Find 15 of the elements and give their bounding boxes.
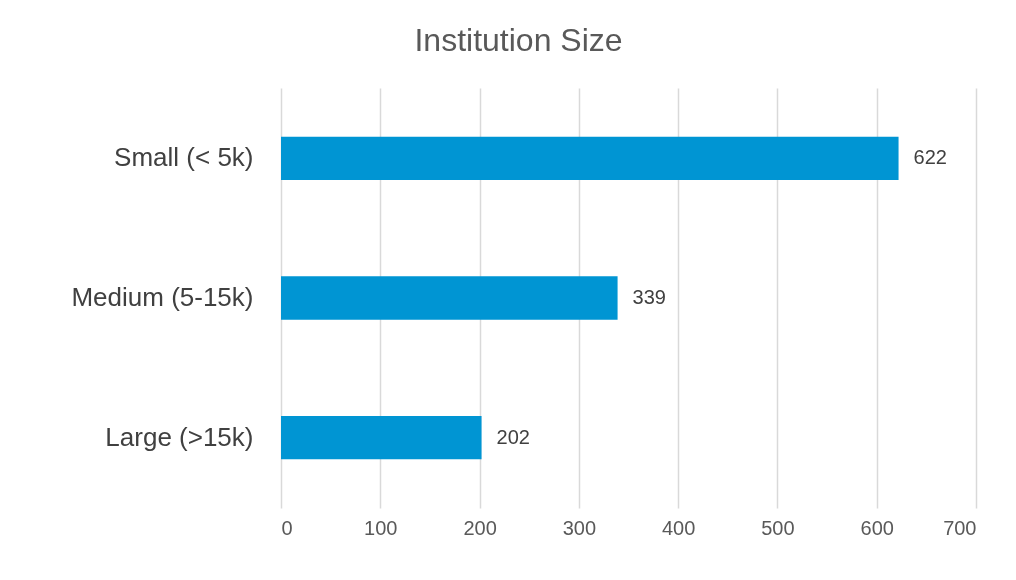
data-label: 339: [632, 286, 666, 308]
x-tick-label: 600: [860, 516, 894, 539]
y-tick-label: Medium (5-15k): [71, 282, 254, 312]
data-label: 202: [496, 425, 530, 448]
x-tick-label: 0: [281, 516, 293, 539]
y-tick-label: Small (< 5k): [114, 142, 254, 173]
x-tick-label: 700: [943, 516, 977, 539]
x-tick-label: 100: [364, 516, 398, 539]
y-tick-label: Large (>15k): [105, 421, 254, 452]
chart-title: Institution Size: [414, 22, 623, 58]
x-tick-label: 500: [761, 516, 795, 539]
x-tick-label: 300: [562, 516, 597, 539]
x-tick-label: 200: [463, 516, 497, 539]
data-label: 622: [913, 146, 947, 169]
x-tick-label: 400: [661, 516, 696, 539]
